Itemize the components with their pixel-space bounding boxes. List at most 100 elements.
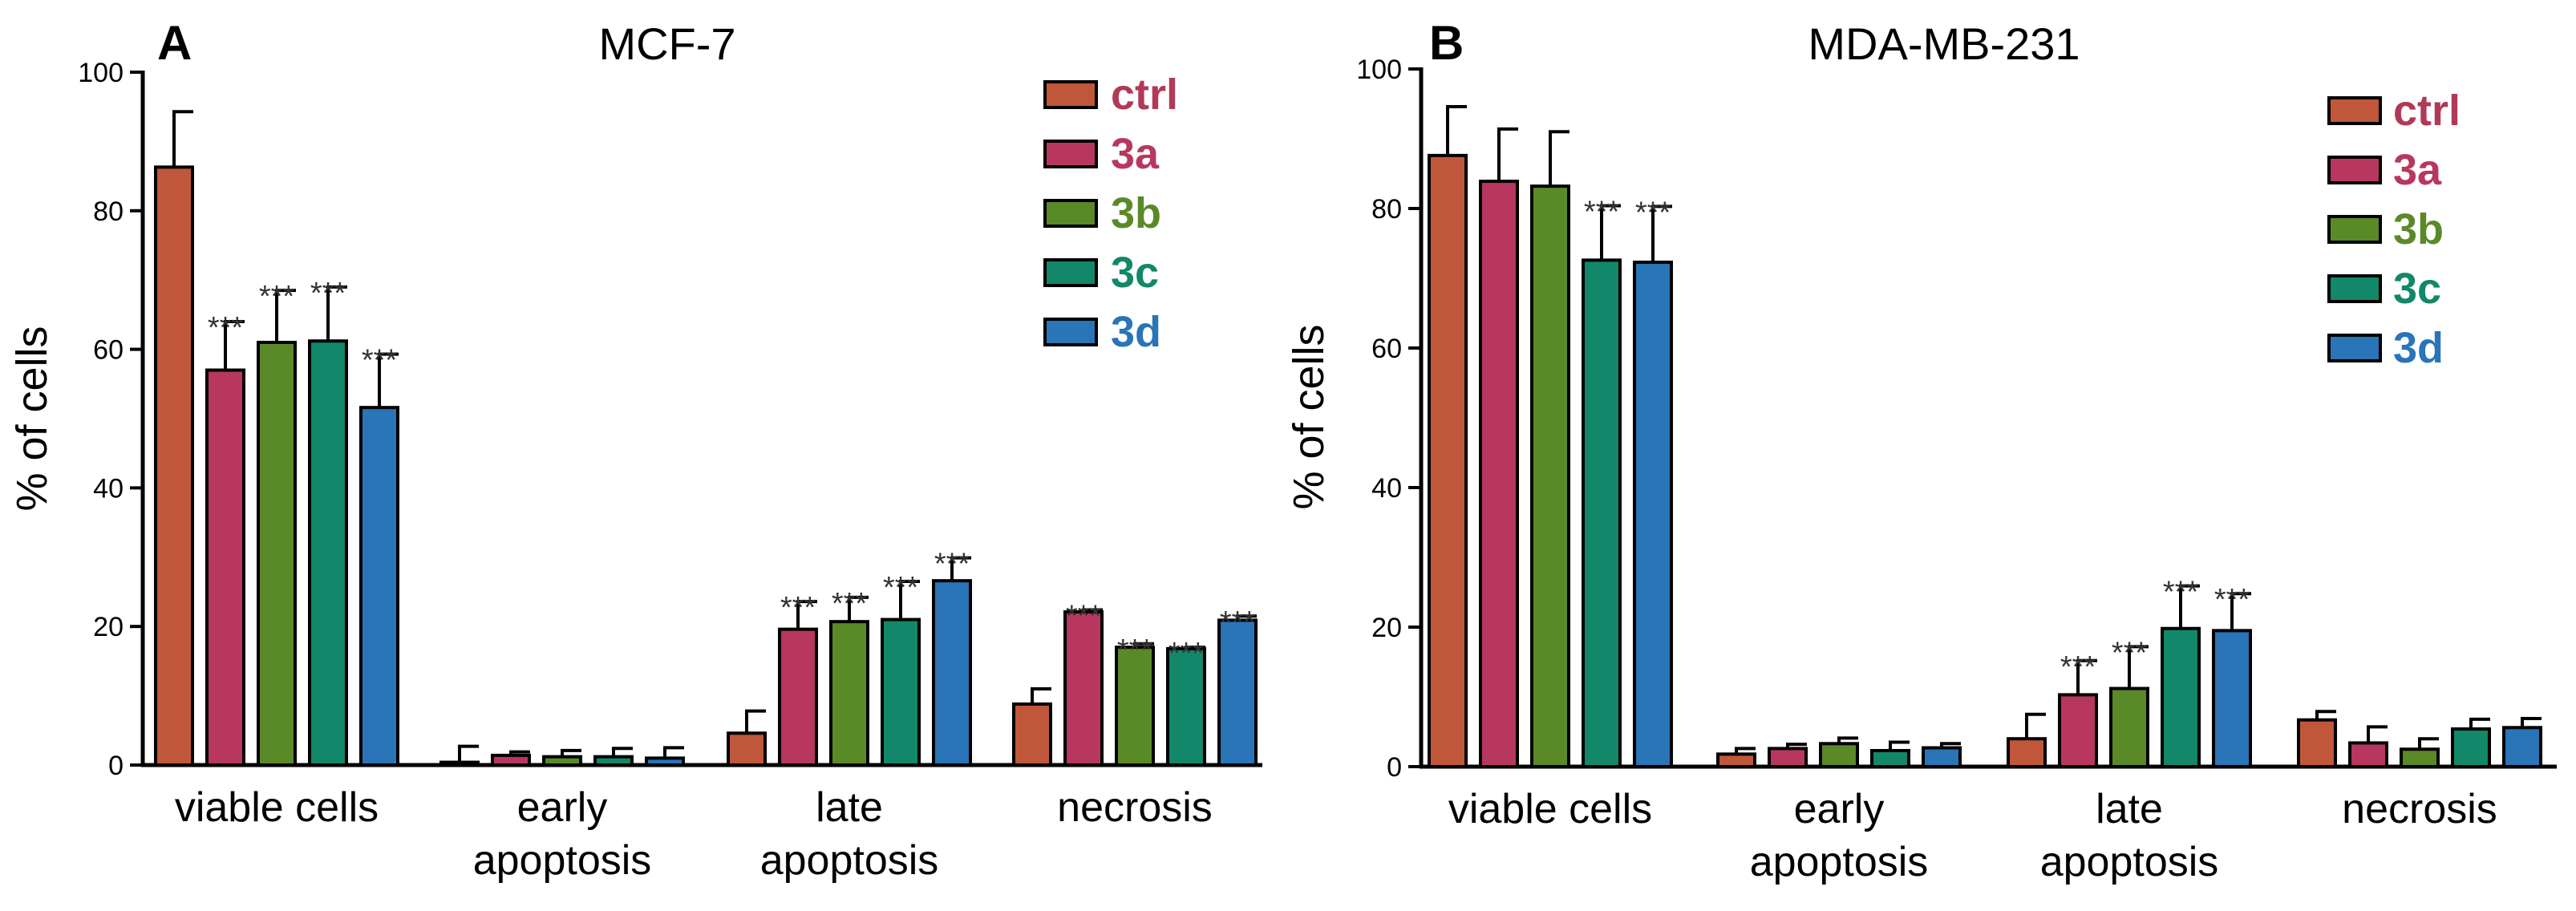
category-label: necrosis <box>1057 784 1213 831</box>
legend-swatch-ctrl <box>1043 80 1098 109</box>
panel-a: A MCF-7 % of cells 0 20 40 60 80 100 *** *** *** ***… <box>8 16 1262 884</box>
panel-b: B MDA-MB-231 % of cells 0 20 40 60 80 100 *** *** v… <box>1285 16 2557 885</box>
bar-ctrl-cat1 <box>439 760 480 767</box>
significance-mark: *** <box>1220 605 1256 639</box>
bar-ctrl-cat3 <box>2297 718 2337 769</box>
category-label: viable cells <box>1448 786 1652 832</box>
y-axis-label: % of cells <box>8 326 56 511</box>
legend-label-3d: 3d <box>1111 308 1161 356</box>
y-tick-label: 20 <box>1371 613 1402 643</box>
category-label: apoptosis <box>2040 839 2219 885</box>
y-tick-label: 60 <box>93 335 124 366</box>
bar-3a-cat2 <box>778 627 818 767</box>
y-tick-label: 0 <box>1387 752 1402 783</box>
bar-3c-cat1 <box>1870 748 1910 768</box>
significance-mark: *** <box>780 591 816 625</box>
significance-mark: *** <box>1169 637 1205 670</box>
y-tick-label: 40 <box>1371 473 1402 504</box>
bar-3a-cat2 <box>2058 693 2098 769</box>
y-tick-label: 40 <box>93 473 124 504</box>
legend-swatch-3b <box>2327 215 2382 244</box>
legend-swatch-ctrl <box>2327 96 2382 125</box>
legend-label-3a: 3a <box>1111 130 1160 178</box>
legend-swatch-3d <box>1043 318 1098 346</box>
bar-3d-cat0 <box>1633 260 1673 768</box>
legend-swatch-3a <box>2327 156 2382 184</box>
significance-mark: *** <box>362 344 398 378</box>
y-tick-label: 0 <box>108 751 124 781</box>
legend-swatch-3c <box>2327 274 2382 303</box>
bar-ctrl-cat3 <box>1012 702 1052 767</box>
bar-3a-cat1 <box>1768 747 1808 769</box>
bar-3c-cat0 <box>308 339 348 767</box>
bar-3c-cat0 <box>1582 258 1622 768</box>
legend: ctrl 3a 3b 3c 3d <box>2327 87 2461 372</box>
category-label: early <box>1794 786 1885 832</box>
bar-3d-cat3 <box>2502 726 2542 769</box>
y-axis-label: % of cells <box>1285 324 1333 509</box>
legend-swatch-3c <box>1043 258 1098 287</box>
chart-title: MCF-7 <box>598 18 735 69</box>
bar-3c-cat2 <box>2161 626 2201 768</box>
bar-3d-cat3 <box>1217 618 1258 767</box>
bar-3b-cat3 <box>2400 747 2440 768</box>
bar-3b-cat0 <box>257 340 297 767</box>
bar-3c-cat1 <box>593 755 634 767</box>
chart-title: MDA-MB-231 <box>1808 18 2080 69</box>
significance-mark: *** <box>259 280 295 314</box>
category-label: apoptosis <box>760 837 939 884</box>
y-tick-label: 100 <box>1356 55 1402 85</box>
bar-3d-cat2 <box>2212 629 2252 768</box>
bar-3d-cat1 <box>645 756 685 767</box>
bar-3b-cat2 <box>829 620 869 767</box>
panel-letter: B <box>1429 16 1464 70</box>
legend: ctrl 3a 3b 3c 3d <box>1043 71 1178 356</box>
bar-ctrl-cat0 <box>154 165 194 767</box>
bar-3b-cat1 <box>542 755 582 767</box>
legend-label-3a: 3a <box>2393 146 2442 194</box>
bar-3c-cat2 <box>881 617 921 767</box>
category-label: early <box>517 784 608 831</box>
legend-swatch-3a <box>1043 140 1098 168</box>
y-tick-label: 60 <box>1371 334 1402 364</box>
bar-3a-cat1 <box>491 753 531 767</box>
y-tick-label: 20 <box>93 612 124 642</box>
legend-label-3b: 3b <box>1111 189 1161 237</box>
y-tick-label: 100 <box>78 58 124 88</box>
bar-ctrl-cat0 <box>1428 153 1468 768</box>
category-label: late <box>2096 786 2163 832</box>
legend-label-3c: 3c <box>2393 265 2441 313</box>
legend-label-ctrl: ctrl <box>1111 71 1178 119</box>
y-tick-label: 80 <box>93 196 124 227</box>
bar-3c-cat3 <box>2451 727 2491 769</box>
bar-ctrl-cat1 <box>1716 752 1756 769</box>
legend-label-3c: 3c <box>1111 249 1159 297</box>
legend-swatch-3b <box>1043 199 1098 228</box>
significance-mark: *** <box>208 311 244 345</box>
bar-3d-cat2 <box>932 579 972 767</box>
legend-label-3d: 3d <box>2393 324 2444 372</box>
bar-3a-cat3 <box>2348 741 2388 768</box>
category-label: late <box>816 784 883 831</box>
bar-3d-cat1 <box>1922 746 1962 769</box>
legend-label-ctrl: ctrl <box>2393 87 2461 135</box>
category-label: viable cells <box>175 784 379 831</box>
bar-3d-cat0 <box>359 406 399 767</box>
significance-mark: *** <box>1117 634 1153 667</box>
category-label: apoptosis <box>1750 839 1929 885</box>
significance-mark: *** <box>1635 196 1671 229</box>
legend-swatch-3d <box>2327 334 2382 362</box>
significance-mark: *** <box>1584 196 1620 229</box>
significance-mark: *** <box>310 277 346 310</box>
significance-mark: *** <box>883 571 919 605</box>
bar-ctrl-cat2 <box>727 731 767 767</box>
significance-mark: *** <box>2214 583 2250 617</box>
bar-3b-cat0 <box>1530 184 1570 769</box>
legend-label-3b: 3b <box>2393 205 2444 253</box>
bar-3a-cat3 <box>1063 610 1104 767</box>
significance-mark: *** <box>2112 636 2148 670</box>
bar-ctrl-cat2 <box>2007 737 2047 769</box>
bar-3b-cat2 <box>2109 686 2149 768</box>
significance-mark: *** <box>2060 650 2096 684</box>
